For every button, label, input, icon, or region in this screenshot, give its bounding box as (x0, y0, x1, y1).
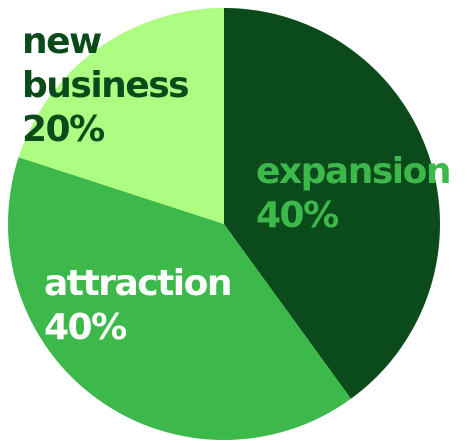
label-attraction: attraction 40% (44, 263, 233, 348)
label-new-business-percent: 20% (22, 109, 104, 150)
pie-slice-expansion (224, 8, 441, 399)
pie-slice-attraction (7, 157, 351, 441)
pie-slice-new-business (18, 8, 224, 224)
label-new-business: new business 20% (22, 21, 190, 150)
label-expansion: expansion 40% (256, 151, 451, 236)
label-expansion-percent: 40% (256, 195, 338, 236)
label-expansion-name: expansion (256, 151, 450, 192)
label-attraction-percent: 40% (44, 307, 126, 348)
pie-slices (7, 8, 441, 441)
label-attraction-name: attraction (44, 263, 231, 304)
label-new-business-line2: business (22, 65, 188, 106)
label-new-business-line1: new (22, 21, 102, 62)
